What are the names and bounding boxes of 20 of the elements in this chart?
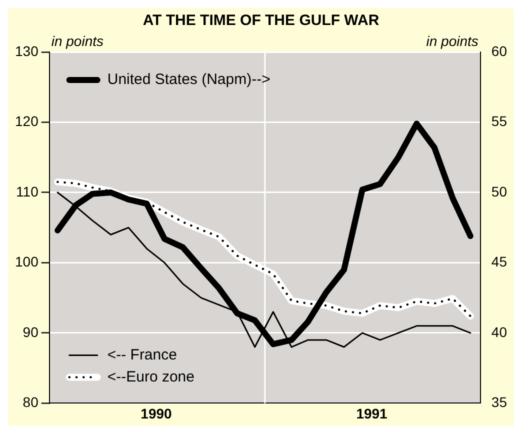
y-axis-title: in points — [51, 32, 104, 49]
y2-tick-label: 40 — [491, 324, 508, 340]
y-tick-label: 90 — [22, 324, 39, 340]
legend-label: <--Euro zone — [107, 368, 194, 386]
x-tick-label: 1991 — [356, 405, 388, 422]
y2-tick-label: 60 — [491, 42, 508, 59]
legend-label: United States (Napm)--> — [107, 71, 271, 88]
y-tick-label: 100 — [15, 254, 39, 270]
chart-title: AT THE TIME OF THE GULF WAR — [142, 12, 380, 30]
y-tick-label: 120 — [15, 113, 39, 130]
y2-tick-label: 45 — [491, 254, 508, 270]
y2-axis-title: in points — [426, 32, 478, 49]
x-tick-label: 1990 — [140, 405, 172, 422]
y2-tick-label: 55 — [491, 113, 508, 130]
y-tick-label: 130 — [15, 42, 39, 59]
y2-tick-label: 35 — [491, 394, 508, 410]
y-tick-label: 110 — [16, 183, 39, 200]
y-tick-label: 80 — [22, 394, 39, 410]
y2-tick-label: 50 — [491, 183, 508, 200]
legend-label: <-- France — [107, 346, 177, 364]
